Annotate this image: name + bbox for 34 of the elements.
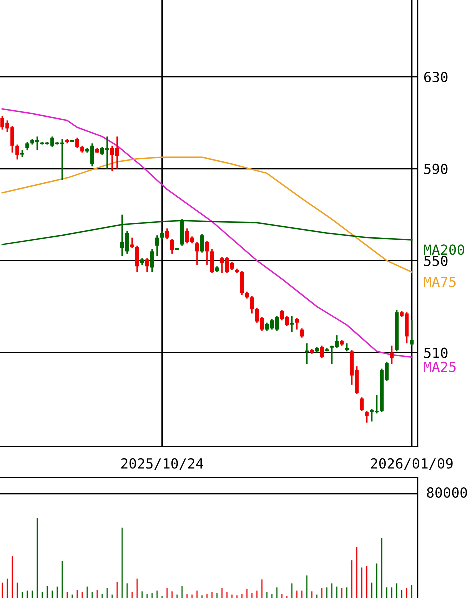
candlestick	[410, 320, 414, 347]
candlestick	[165, 228, 170, 240]
candlestick	[329, 345, 335, 365]
candlestick	[365, 410, 369, 424]
candlestick	[150, 248, 154, 274]
candlestick	[360, 396, 364, 412]
text: 80000	[427, 488, 468, 498]
x-tick-label: 2025/10/24	[122, 458, 204, 470]
candlestick	[76, 137, 80, 149]
y-tick-label: 590	[424, 164, 448, 174]
series-label: MA25	[424, 362, 456, 372]
series-label: MA200	[424, 244, 464, 256]
y-tick-label: 550	[424, 256, 448, 266]
line-series	[2, 108, 413, 358]
candlestick	[320, 345, 324, 360]
series-label: MA75	[424, 277, 456, 288]
candlestick	[240, 270, 244, 296]
candlestick	[170, 238, 174, 255]
line-series	[2, 156, 413, 274]
y-tick-label: 630	[424, 72, 448, 82]
candlestick	[289, 315, 295, 333]
candlestick	[390, 345, 394, 365]
candlestick	[135, 245, 140, 274]
candlestick	[195, 242, 200, 266]
candlestick	[155, 234, 160, 257]
candlestick	[210, 248, 214, 274]
x-tick-label: 2026/01/09	[371, 458, 453, 470]
y-tick-label: 510	[424, 348, 448, 358]
candlestick	[145, 258, 150, 274]
candlestick	[295, 318, 300, 330]
candlestick	[205, 240, 210, 266]
candlestick	[16, 144, 20, 160]
candlestick	[200, 234, 204, 254]
candlestick	[250, 296, 254, 314]
